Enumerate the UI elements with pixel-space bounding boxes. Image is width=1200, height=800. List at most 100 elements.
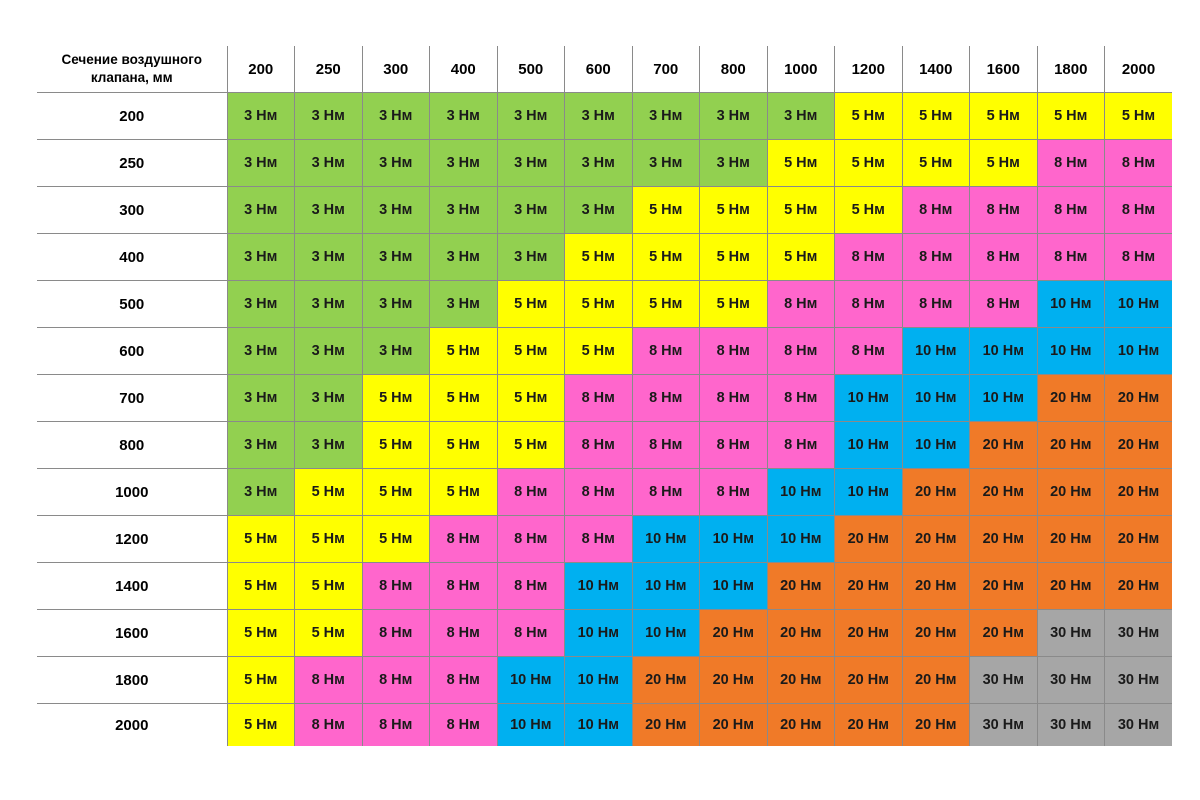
torque-value: 20 Нм bbox=[915, 531, 957, 547]
torque-cell: 10 Нм bbox=[1036, 327, 1105, 375]
torque-cell: 5 Нм bbox=[969, 139, 1038, 187]
torque-cell: 10 Нм bbox=[969, 374, 1038, 422]
torque-value: 5 Нм bbox=[649, 296, 683, 312]
torque-value: 10 Нм bbox=[780, 484, 822, 500]
torque-cell: 5 Нм bbox=[901, 92, 970, 140]
torque-cell: 30 Нм bbox=[969, 703, 1038, 746]
torque-value: 5 Нм bbox=[716, 249, 750, 265]
torque-value: 10 Нм bbox=[982, 343, 1024, 359]
torque-value: 20 Нм bbox=[1117, 484, 1160, 500]
torque-value: 5 Нм bbox=[514, 390, 548, 406]
torque-value: 3 Нм bbox=[311, 249, 345, 265]
torque-cell: 8 Нм bbox=[699, 327, 768, 375]
torque-value: 10 Нм bbox=[1050, 296, 1092, 312]
column-header: 200 bbox=[226, 46, 295, 93]
torque-cell: 20 Нм bbox=[969, 421, 1038, 469]
torque-value: 3 Нм bbox=[379, 343, 413, 359]
torque-cell: 5 Нм bbox=[564, 280, 633, 328]
torque-value: 8 Нм bbox=[851, 296, 885, 312]
torque-cell: 30 Нм bbox=[1036, 609, 1105, 657]
row-header: 250 bbox=[37, 139, 228, 187]
torque-cell: 20 Нм bbox=[1036, 562, 1105, 610]
torque-cell: 10 Нм bbox=[564, 703, 633, 746]
torque-value: 5 Нм bbox=[919, 155, 953, 171]
torque-cell: 5 Нм bbox=[226, 609, 295, 657]
torque-value: 30 Нм bbox=[1050, 717, 1092, 733]
torque-value: 5 Нм bbox=[716, 202, 750, 218]
torque-value: 20 Нм bbox=[645, 717, 687, 733]
torque-cell: 20 Нм bbox=[1104, 468, 1172, 516]
torque-cell: 3 Нм bbox=[361, 327, 430, 375]
torque-value: 8 Нм bbox=[446, 672, 480, 688]
torque-value: 20 Нм bbox=[712, 625, 754, 641]
torque-cell: 8 Нм bbox=[429, 656, 498, 704]
torque-value: 5 Нм bbox=[784, 249, 818, 265]
torque-value: 20 Нм bbox=[915, 578, 957, 594]
torque-cell: 8 Нм bbox=[429, 703, 498, 746]
torque-cell: 8 Нм bbox=[564, 515, 633, 563]
torque-cell: 3 Нм bbox=[226, 233, 295, 281]
torque-cell: 20 Нм bbox=[1104, 562, 1172, 610]
torque-cell: 3 Нм bbox=[564, 139, 633, 187]
torque-cell: 8 Нм bbox=[699, 421, 768, 469]
torque-cell: 5 Нм bbox=[429, 327, 498, 375]
torque-value: 3 Нм bbox=[581, 155, 615, 171]
torque-cell: 20 Нм bbox=[901, 468, 970, 516]
column-header: 1600 bbox=[969, 46, 1038, 93]
torque-value: 3 Нм bbox=[244, 343, 278, 359]
torque-cell: 5 Нм bbox=[901, 139, 970, 187]
torque-value: 5 Нм bbox=[986, 155, 1020, 171]
torque-value: 20 Нм bbox=[645, 672, 687, 688]
torque-cell: 3 Нм bbox=[226, 186, 295, 234]
torque-cell: 3 Нм bbox=[361, 139, 430, 187]
torque-value: 10 Нм bbox=[847, 484, 889, 500]
torque-cell: 20 Нм bbox=[1036, 374, 1105, 422]
torque-cell: 8 Нм bbox=[361, 609, 430, 657]
torque-cell: 8 Нм bbox=[496, 468, 565, 516]
torque-value: 3 Нм bbox=[379, 155, 413, 171]
table-row: 800 3 Нм 3 Нм 5 Нм 5 Нм 5 Нм 8 Нм 8 Нм 8 Нм 8 Нм 1… bbox=[37, 421, 1172, 469]
torque-cell: 5 Нм bbox=[766, 139, 835, 187]
torque-value: 5 Нм bbox=[784, 202, 818, 218]
torque-value: 5 Нм bbox=[919, 108, 953, 124]
torque-cell: 8 Нм bbox=[766, 374, 835, 422]
torque-value: 5 Нм bbox=[244, 717, 278, 733]
row-header: 500 bbox=[37, 280, 228, 328]
torque-cell: 5 Нм bbox=[361, 374, 430, 422]
torque-value: 20 Нм bbox=[780, 578, 822, 594]
torque-cell: 8 Нм bbox=[1036, 233, 1105, 281]
torque-value: 8 Нм bbox=[851, 249, 885, 265]
torque-value: 8 Нм bbox=[1121, 155, 1156, 171]
torque-cell: 5 Нм bbox=[564, 327, 633, 375]
table-row: 300 3 Нм 3 Нм 3 Нм 3 Нм 3 Нм 3 Нм 5 Нм 5 Нм 5 Нм 5… bbox=[37, 186, 1172, 234]
torque-cell: 3 Нм bbox=[294, 186, 363, 234]
torque-value: 10 Нм bbox=[645, 578, 687, 594]
torque-value: 5 Нм bbox=[446, 484, 480, 500]
torque-cell: 8 Нм bbox=[901, 280, 970, 328]
torque-cell: 30 Нм bbox=[1036, 656, 1105, 704]
torque-value: 8 Нм bbox=[851, 343, 885, 359]
torque-cell: 8 Нм bbox=[834, 280, 903, 328]
row-header: 400 bbox=[37, 233, 228, 281]
torque-value: 5 Нм bbox=[716, 296, 750, 312]
torque-value: 10 Нм bbox=[712, 531, 754, 547]
torque-cell: 20 Нм bbox=[834, 515, 903, 563]
torque-cell: 5 Нм bbox=[631, 233, 700, 281]
row-header: 1800 bbox=[37, 656, 228, 704]
torque-value: 3 Нм bbox=[311, 343, 345, 359]
torque-value: 3 Нм bbox=[244, 390, 278, 406]
torque-value: 5 Нм bbox=[379, 437, 413, 453]
torque-cell: 20 Нм bbox=[969, 468, 1038, 516]
torque-cell: 5 Нм bbox=[699, 233, 768, 281]
torque-value: 5 Нм bbox=[851, 202, 885, 218]
torque-value: 10 Нм bbox=[982, 390, 1024, 406]
torque-value: 20 Нм bbox=[1117, 437, 1160, 453]
torque-value: 5 Нм bbox=[514, 296, 548, 312]
torque-value: 20 Нм bbox=[1050, 437, 1092, 453]
torque-value: 20 Нм bbox=[712, 717, 754, 733]
torque-cell: 8 Нм bbox=[834, 327, 903, 375]
torque-value: 8 Нм bbox=[716, 343, 750, 359]
torque-value: 5 Нм bbox=[311, 484, 345, 500]
torque-value: 8 Нм bbox=[986, 202, 1020, 218]
torque-cell: 10 Нм bbox=[496, 703, 565, 746]
